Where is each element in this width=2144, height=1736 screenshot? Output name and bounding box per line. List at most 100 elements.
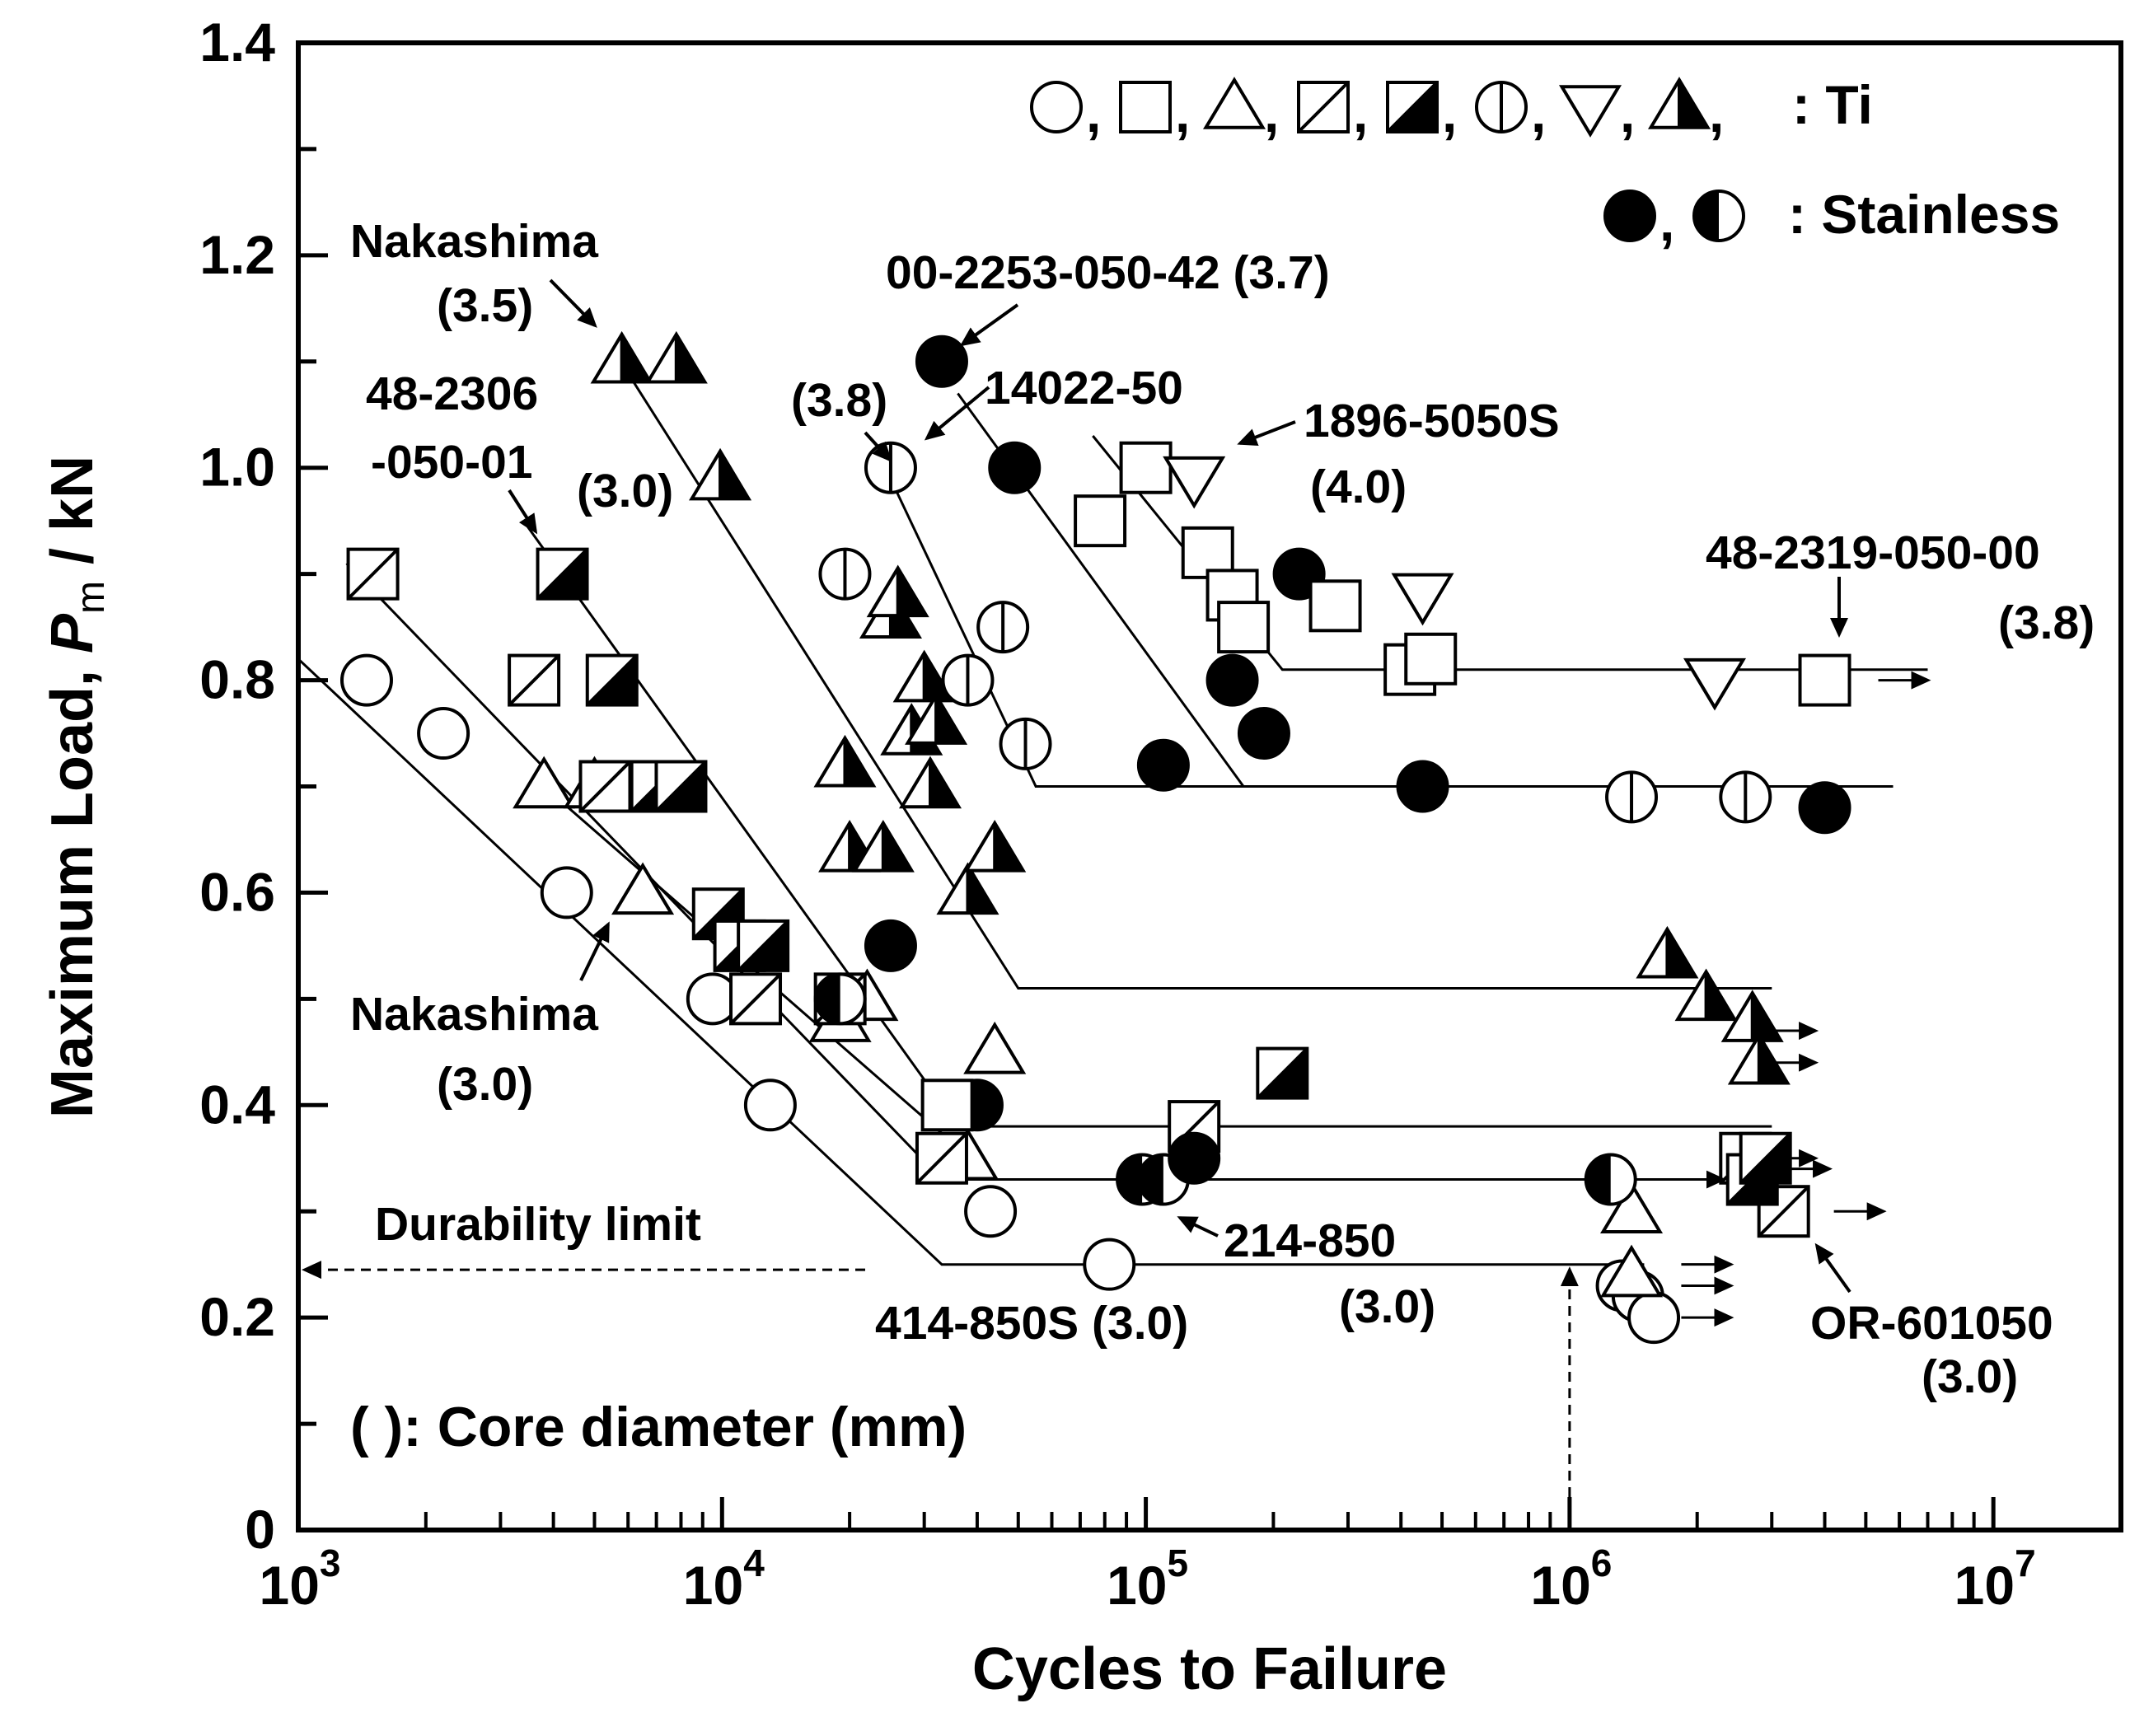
annotation-nakashima-3-0-dia: (3.0) [437, 1058, 533, 1111]
data-point-s0-p1 [417, 707, 470, 760]
legend-separator-ti-0: , [1086, 82, 1101, 143]
data-point-s9-p2 [1683, 657, 1747, 711]
x-tick-label-3: 106 [1530, 1542, 1612, 1616]
data-point-s9-p0 [1163, 456, 1226, 509]
legend-ti-marker-4 [1386, 81, 1439, 133]
annotation-nakashima-3-5: Nakashima [350, 215, 599, 268]
legend-separator-stainless-0: , [1659, 191, 1674, 252]
data-point-s7-p2 [915, 335, 968, 388]
y-tick-label-3: 0.6 [199, 861, 275, 922]
legend-ti-marker-3 [1297, 81, 1350, 133]
y-axis-title-subscript: m [69, 581, 113, 614]
legend-separator-ti-4: , [1442, 82, 1457, 143]
data-point-s5-p3 [813, 734, 877, 788]
data-point-s0-p5 [964, 1185, 1018, 1238]
data-point-s5-p11 [905, 692, 968, 745]
data-point-s3-p3 [654, 760, 708, 813]
data-point-s5-p17 [1727, 1032, 1791, 1085]
y-axis-title-suffix: / kN [40, 456, 105, 581]
y-tick-label-5: 1.0 [199, 437, 275, 498]
legend-ti-marker-0 [1030, 81, 1083, 133]
legend-ti-marker-2 [1202, 77, 1266, 129]
annotation-214-850-dia: (3.0) [1339, 1280, 1435, 1333]
annotation-1896-5050s: 1896-5050S [1304, 395, 1560, 447]
data-point-s5-p12 [936, 862, 999, 915]
data-point-s8-p0 [920, 1079, 974, 1132]
data-point-s6-p3 [976, 601, 1030, 654]
legend-separator-ti-1: , [1175, 82, 1190, 143]
data-point-s5-p1 [644, 330, 708, 384]
y-tick-label-4: 0.8 [199, 649, 275, 710]
y-axis-title: Maximum Load, Pm / kN [40, 456, 113, 1118]
y-axis-title-symbol: P [40, 613, 105, 653]
data-point-s2-p3 [729, 972, 783, 1026]
data-point-s5-p16 [1720, 990, 1784, 1042]
data-point-s3-p7 [1256, 1046, 1309, 1100]
arrow-or-601050 [1814, 1242, 1851, 1294]
guide-lines [302, 1261, 1579, 1530]
annotation-nakashima-3-5-dia: (3.5) [437, 279, 533, 332]
legend-separator-ti-7: , [1709, 82, 1724, 143]
y-tick-label-6: 1.2 [199, 224, 275, 285]
legend-ti-marker-6 [1558, 85, 1622, 138]
y-tick-label-0: 0 [245, 1499, 275, 1560]
durability-limit-label: Durability limit [375, 1198, 701, 1251]
y-tick-label-7: 1.4 [199, 12, 275, 73]
annotation-214-850: 214-850 [1224, 1214, 1396, 1267]
legend-stainless-marker-1 [1692, 190, 1745, 242]
data-point-s0-p0 [339, 653, 393, 707]
legend-ti-marker-1 [1119, 81, 1172, 133]
data-point-s4-p0 [813, 972, 867, 1026]
data-point-s1-p6 [963, 1021, 1027, 1074]
data-point-s5-p13 [963, 819, 1027, 873]
arrow-nakashima-3-0 [579, 921, 610, 981]
annotation-48-2306-dia: (3.0) [577, 465, 673, 517]
legend-stainless-marker-0 [1603, 190, 1656, 242]
legend-stainless-label: : Stainless [1788, 184, 2060, 245]
data-point-s5-p5 [851, 819, 915, 873]
data-point-s7-p6 [1205, 653, 1259, 707]
legend-ti-label: : Ti [1792, 74, 1873, 135]
data-point-s5-p7 [866, 564, 929, 618]
legend: ,,,,,,,,, [1030, 77, 1745, 252]
data-point-s5-p2 [689, 447, 752, 501]
annotation-48-2306: 48-2306 [366, 367, 538, 420]
data-point-s7-p9 [1396, 760, 1449, 813]
data-point-s8-p8 [1404, 632, 1458, 686]
data-point-s0-p2 [540, 866, 593, 919]
data-point-s2-p1 [508, 653, 561, 707]
legend-separator-ti-6: , [1620, 82, 1635, 143]
legend-separator-ti-3: , [1353, 82, 1368, 143]
data-point-s6-p6 [1719, 770, 1772, 824]
data-point-s2-p2 [578, 760, 632, 813]
data-point-s1-p8 [1600, 1181, 1664, 1233]
arrow-214-850 [1177, 1216, 1219, 1238]
data-point-s5-p14 [1636, 925, 1699, 979]
arrow-14022-dia [864, 431, 892, 462]
annotation-050-01: -050-01 [371, 436, 532, 489]
fit-line-0 [297, 657, 1645, 1266]
axis-ticks: 0 0.2 0.4 0.6 0.8 1.0 1.2 1.4 103 104 105 106 107 [199, 12, 2035, 1616]
data-point-s2-p0 [346, 547, 400, 601]
fit-line-5 [633, 381, 1772, 990]
data-point-s6-p0 [818, 547, 872, 601]
y-axis-title-prefix: Maximum Load, [40, 653, 105, 1118]
data-point-s8-p1 [1074, 494, 1127, 548]
arrow-1896-5050s [1237, 420, 1296, 447]
data-point-s8-p9 [1798, 653, 1851, 707]
annotation-or-601050: OR-601050 [1810, 1297, 2053, 1350]
fit-line-7 [957, 392, 1894, 788]
core-diameter-note: ( ): Core diameter (mm) [350, 1396, 967, 1458]
data-point-s6-p5 [1605, 770, 1659, 824]
legend-separator-ti-5: , [1531, 82, 1546, 143]
data-point-s7-p3 [988, 441, 1042, 494]
data-point-s6-p1 [864, 441, 917, 494]
annotation-nakashima-3-0: Nakashima [350, 988, 599, 1041]
legend-ti-marker-7 [1647, 77, 1711, 129]
plot-frame [296, 40, 2123, 1532]
arrow-14022-50 [924, 386, 990, 441]
legend-ti-marker-5 [1475, 81, 1528, 133]
x-tick-label-0: 103 [259, 1542, 340, 1616]
arrow-48-2306 [508, 489, 538, 535]
